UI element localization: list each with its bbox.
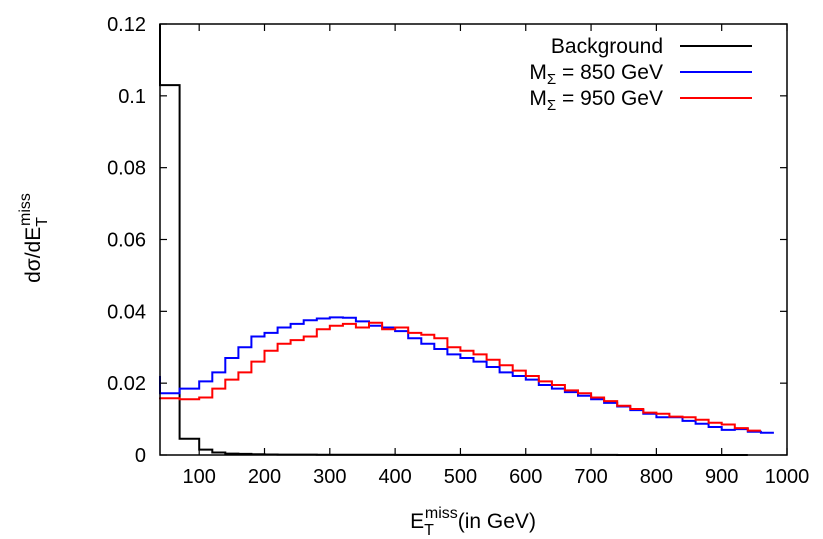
x-tick-label: 600 — [509, 466, 542, 488]
series-layer — [159, 24, 774, 456]
x-tick-label: 200 — [248, 466, 281, 488]
series-line-1 — [159, 316, 774, 434]
ticks-layer: 100 200 300 400 500 600 700 800 900 1000 0 0.02 0.04… — [107, 14, 809, 488]
y-tick-label: 0.06 — [107, 230, 146, 252]
legend-label-850: MΣ = 850 GeV — [529, 61, 663, 88]
x-tick-label: 300 — [313, 466, 346, 488]
y-tick-label: 0 — [135, 445, 146, 467]
x-tick-label: 400 — [378, 466, 411, 488]
x-tick-label: 800 — [640, 466, 673, 488]
x-axis-title: ETmiss(in GeV) — [410, 505, 536, 539]
y-axis-title: dσ/dETmiss — [17, 193, 51, 283]
x-tick-label: 500 — [444, 466, 477, 488]
x-tick-label: 1000 — [765, 466, 810, 488]
y-tick-label: 0.02 — [107, 373, 146, 395]
legend: Background MΣ = 850 GeV MΣ = 950 GeV — [529, 35, 752, 114]
x-tick-label: 100 — [183, 466, 216, 488]
series-line-2 — [159, 321, 761, 432]
plot-frame — [159, 23, 788, 456]
y-tick-label: 0.08 — [107, 158, 146, 180]
legend-label-950: MΣ = 950 GeV — [529, 87, 663, 114]
y-tick-label: 0.1 — [118, 86, 146, 108]
x-tick-label: 700 — [574, 466, 607, 488]
y-tick-label: 0.12 — [107, 14, 146, 36]
x-tick-label: 900 — [705, 466, 738, 488]
legend-label-background: Background — [551, 35, 663, 58]
y-tick-label: 0.04 — [107, 301, 146, 323]
